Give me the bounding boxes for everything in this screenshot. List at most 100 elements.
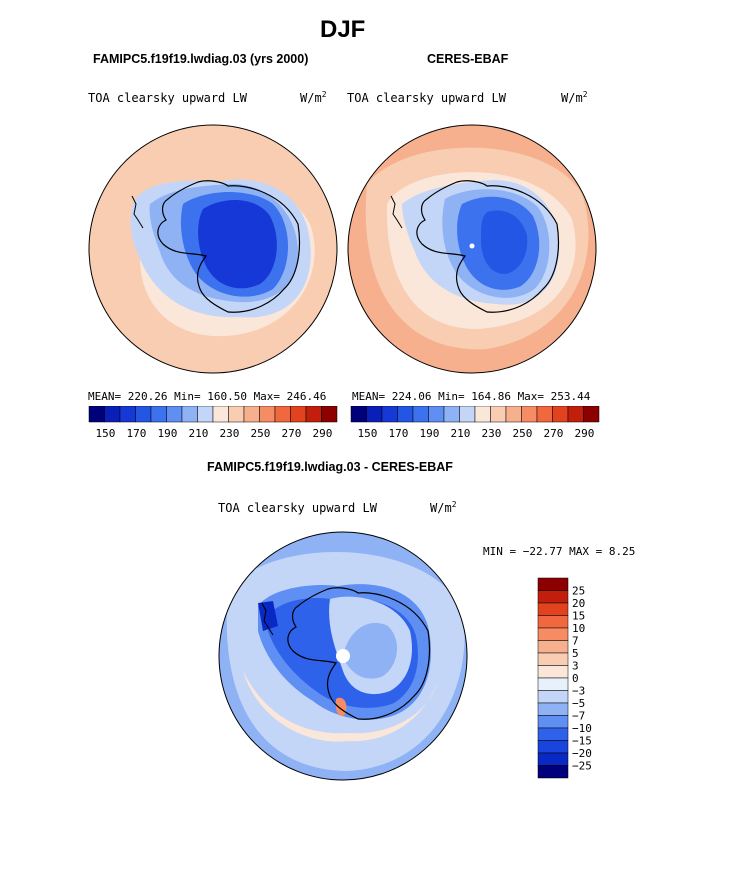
panel1-colorbar-tick-2: 190 bbox=[158, 427, 178, 440]
p2-antarctica-coast bbox=[416, 180, 560, 313]
panel2-colorbar-cell-8 bbox=[474, 406, 491, 423]
panel1-colorbar-cell-11 bbox=[259, 406, 276, 423]
diff-colorbar-cell-2 bbox=[537, 602, 569, 616]
diff-colorbar-cell-1 bbox=[537, 590, 569, 604]
diff-colorbar-cell-10 bbox=[537, 702, 569, 716]
diff-map-border bbox=[218, 531, 468, 781]
panel2-units-exp: 2 bbox=[582, 90, 588, 99]
panel1-colorbar-cell-0 bbox=[88, 406, 105, 423]
diff-colorbar-tick-10: −7 bbox=[572, 710, 585, 723]
diff-colorbar-tick-13: −20 bbox=[572, 747, 592, 760]
diff-units-base: W/m bbox=[430, 501, 452, 515]
panel1-colorbar-cell-4 bbox=[150, 406, 167, 423]
panel2-colorbar-cell-2 bbox=[381, 406, 398, 423]
panel1-colorbar-cell-2 bbox=[119, 406, 136, 423]
panel1-colorbar-tick-4: 230 bbox=[220, 427, 240, 440]
panel2-colorbar-tick-3: 210 bbox=[451, 427, 471, 440]
p2-south-america-tip bbox=[390, 195, 403, 229]
panel2-header: CERES-EBAF bbox=[427, 52, 509, 66]
diff-header: FAMIPC5.f19f19.lwdiag.03 - CERES-EBAF bbox=[207, 460, 453, 474]
diff-colorbar-cell-7 bbox=[537, 665, 569, 679]
panel2-colorbar-tick-6: 270 bbox=[544, 427, 564, 440]
panel1-colorbar-tick-0: 150 bbox=[96, 427, 116, 440]
panel1-colorbar-cell-9 bbox=[228, 406, 245, 423]
panel2-colorbar: 150 170 190 210 230 250 270 290 bbox=[350, 406, 600, 440]
diff-colorbar-tick-12: −15 bbox=[572, 735, 592, 748]
panel2-colorbar-tick-7: 290 bbox=[575, 427, 595, 440]
panel1-colorbar-cell-1 bbox=[104, 406, 121, 423]
panel2-colorbar-cell-4 bbox=[412, 406, 429, 423]
panel1-colorbar-cell-6 bbox=[181, 406, 198, 423]
panel1-stats: MEAN= 220.26 Min= 160.50 Max= 246.46 bbox=[88, 390, 327, 403]
diff-colorbar-tick-9: −5 bbox=[572, 697, 585, 710]
p1-band-160-180 bbox=[198, 199, 277, 289]
panel2-map bbox=[347, 124, 597, 374]
diff-band-interior-minus5 bbox=[343, 622, 398, 679]
diff-colorbar-cell-0 bbox=[537, 577, 569, 591]
p1-south-america-tip bbox=[131, 195, 144, 229]
diff-units: W/m2 bbox=[430, 500, 457, 515]
panel2-colorbar-cell-10 bbox=[505, 406, 522, 423]
diff-band-plus7 bbox=[336, 697, 347, 717]
diff-south-america-tip bbox=[261, 602, 274, 636]
diff-colorbar-tick-5: 5 bbox=[572, 647, 579, 660]
diff-antarctica-coast bbox=[287, 587, 431, 720]
panel2-colorbar-tick-2: 190 bbox=[420, 427, 440, 440]
panel1-units: W/m2 bbox=[300, 90, 327, 105]
panel1-colorbar-cell-8 bbox=[212, 406, 229, 423]
p2-band-160-170 bbox=[481, 210, 528, 274]
panel1-colorbar-cell-5 bbox=[166, 406, 183, 423]
diff-colorbar-cell-4 bbox=[537, 627, 569, 641]
diff-colorbar-cell-5 bbox=[537, 640, 569, 654]
panel2-stats: MEAN= 224.06 Min= 164.86 Max= 253.44 bbox=[352, 390, 591, 403]
panel2-colorbar-cell-11 bbox=[521, 406, 538, 423]
diff-stats: MIN = −22.77 MAX = 8.25 bbox=[483, 545, 636, 558]
panel1-colorbar-tick-7: 290 bbox=[313, 427, 333, 440]
panel1-map bbox=[88, 124, 338, 374]
panel2-colorbar-cell-9 bbox=[490, 406, 507, 423]
diff-colorbar-cell-15 bbox=[537, 765, 569, 779]
panel2-colorbar-tick-0: 150 bbox=[358, 427, 378, 440]
panel2-colorbar-tick-4: 230 bbox=[482, 427, 502, 440]
panel1-colorbar-cell-15 bbox=[321, 406, 338, 423]
panel2-units-base: W/m bbox=[561, 91, 583, 105]
panel1-colorbar: 150 170 190 210 230 250 270 290 bbox=[88, 406, 338, 440]
diff-colorbar-tick-7: 0 bbox=[572, 672, 579, 685]
diff-colorbar-tick-6: 3 bbox=[572, 660, 579, 673]
panel2-colorbar-cell-0 bbox=[350, 406, 367, 423]
panel2-colorbar-cell-7 bbox=[459, 406, 476, 423]
panel1-colorbar-tick-3: 210 bbox=[189, 427, 209, 440]
p2-pole-point bbox=[469, 243, 475, 249]
panel1-colorbar-cell-13 bbox=[290, 406, 307, 423]
panel2-colorbar-cell-14 bbox=[567, 406, 584, 423]
diff-colorbar-tick-4: 7 bbox=[572, 635, 579, 648]
panel1-units-base: W/m bbox=[300, 91, 322, 105]
diff-colorbar-cell-9 bbox=[537, 690, 569, 704]
panel2-colorbar-cell-6 bbox=[443, 406, 460, 423]
diff-colorbar-cell-11 bbox=[537, 715, 569, 729]
panel1-colorbar-cell-12 bbox=[274, 406, 291, 423]
panel2-variable: TOA clearsky upward LW bbox=[347, 91, 506, 105]
diff-colorbar-tick-8: −3 bbox=[572, 685, 585, 698]
panel1-colorbar-tick-6: 270 bbox=[282, 427, 302, 440]
panel1-colorbar-tick-1: 170 bbox=[127, 427, 147, 440]
panel2-colorbar-cell-13 bbox=[552, 406, 569, 423]
panel1-colorbar-cell-3 bbox=[135, 406, 152, 423]
diff-colorbar-cell-6 bbox=[537, 652, 569, 666]
panel1-header: FAMIPC5.f19f19.lwdiag.03 (yrs 2000) bbox=[93, 52, 309, 66]
panel1-variable: TOA clearsky upward LW bbox=[88, 91, 247, 105]
diff-colorbar-tick-11: −10 bbox=[572, 722, 592, 735]
panel1-colorbar-cell-10 bbox=[243, 406, 260, 423]
p1-antarctica-coast bbox=[157, 180, 301, 313]
panel2-colorbar-cell-5 bbox=[428, 406, 445, 423]
diff-colorbar-cell-8 bbox=[537, 677, 569, 691]
diff-units-exp: 2 bbox=[451, 500, 457, 509]
diff-colorbar-tick-0: 25 bbox=[572, 585, 585, 598]
diff-colorbar-cell-12 bbox=[537, 727, 569, 741]
diff-colorbar-cell-13 bbox=[537, 740, 569, 754]
diff-colorbar-tick-2: 15 bbox=[572, 610, 585, 623]
panel2-colorbar-cell-3 bbox=[397, 406, 414, 423]
diff-colorbar-cell-3 bbox=[537, 615, 569, 629]
diff-pole-hole bbox=[336, 649, 350, 663]
